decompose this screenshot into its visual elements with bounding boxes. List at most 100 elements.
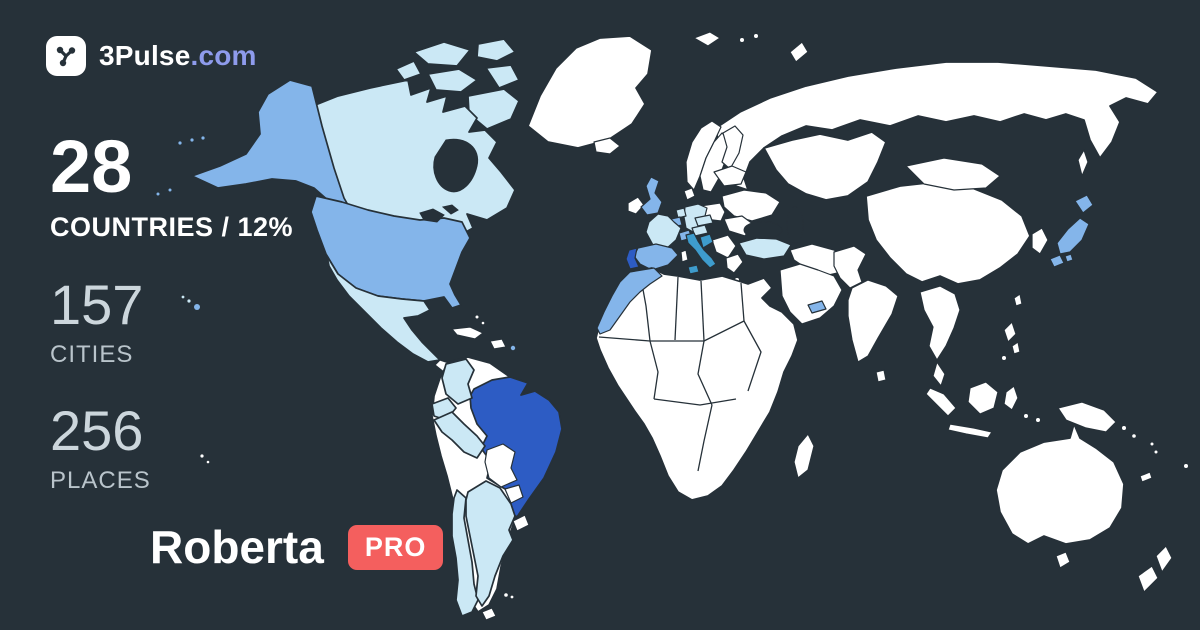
island-sumatra (925, 387, 957, 417)
country-russia (715, 61, 1159, 191)
country-philippines (1002, 321, 1021, 360)
region-malay (932, 361, 946, 387)
island-dot (200, 454, 204, 458)
country-uae (807, 300, 827, 314)
country-japan (1049, 194, 1094, 268)
brand-suffix: .com (190, 40, 257, 71)
island-tierra-del-fuego (481, 607, 497, 621)
island-dot (190, 138, 194, 142)
region-indochina (919, 285, 961, 361)
country-morocco (596, 267, 663, 335)
africa-internal-borders (598, 272, 762, 472)
island-dot (1024, 414, 1028, 418)
country-cuba (451, 326, 484, 340)
island-taiwan (1013, 293, 1023, 307)
country-south-korea (1031, 227, 1049, 255)
nz-north-island (1155, 545, 1173, 573)
country-brazil (469, 376, 563, 518)
cities-value: 157 (50, 273, 144, 336)
country-czechia (694, 214, 714, 227)
island-dot (168, 188, 172, 192)
region-central-asia (763, 131, 887, 201)
country-canada (413, 41, 471, 67)
island-svalbard (693, 31, 721, 47)
region-africa (595, 267, 799, 501)
country-peru (433, 411, 486, 459)
island (1003, 321, 1017, 343)
country-portugal (625, 247, 640, 270)
country-australia (995, 423, 1125, 545)
great-lakes (441, 204, 459, 215)
country-canada (427, 68, 478, 93)
cities-label: CITIES (50, 341, 134, 368)
island (1011, 341, 1021, 355)
region-eastern-europe (721, 189, 781, 222)
island-dot (1036, 418, 1040, 422)
pro-badge: PRO (347, 524, 444, 570)
country-turkey (738, 237, 792, 260)
country-chile (451, 489, 479, 617)
island-borneo (967, 381, 999, 415)
country-uruguay (512, 514, 530, 532)
black-sea (743, 221, 783, 239)
country-colombia (441, 358, 475, 405)
island-sri-lanka (875, 369, 887, 383)
places-value: 256 (50, 399, 144, 462)
country-uk (640, 176, 663, 216)
brand-logo[interactable]: 3Pulse.com (46, 36, 257, 76)
bering-islands (156, 136, 205, 196)
stat-cities: 157 CITIES (50, 277, 293, 369)
island-tasmania (1055, 551, 1071, 569)
stat-places: 256 PLACES (50, 403, 293, 495)
country-hawaii (194, 304, 200, 310)
island-honshu (1056, 217, 1090, 255)
country-canada (467, 88, 520, 130)
island-dot (481, 321, 485, 325)
country-netherlands (675, 207, 687, 219)
region-balkans (711, 234, 737, 259)
island-dot (1002, 356, 1006, 360)
country-denmark (683, 187, 696, 201)
region-baltics (713, 165, 747, 187)
countries-label: COUNTRIES / 12% (50, 212, 294, 242)
island-new-caledonia (1139, 471, 1153, 483)
country-finland (721, 125, 744, 170)
region-pakistan-afghanistan (833, 245, 867, 289)
brand-name: 3Pulse.com (99, 40, 257, 71)
great-lakes (419, 208, 445, 223)
island-dot (201, 136, 205, 140)
pulse-branch-icon (46, 36, 86, 76)
country-china (865, 181, 1031, 285)
island-sulawesi (1003, 385, 1019, 411)
island-dot (475, 315, 479, 319)
island-dot (1184, 464, 1188, 468)
island-dot (510, 595, 514, 599)
island-new-guinea (1057, 401, 1117, 433)
country-alaska (191, 79, 353, 219)
island-kyushu (1049, 254, 1065, 268)
island-java (947, 423, 993, 439)
user-row: Roberta PRO (150, 520, 444, 574)
user-name: Roberta (150, 521, 324, 573)
island-dot (740, 38, 744, 42)
country-india (847, 279, 899, 363)
country-mexico (326, 255, 441, 363)
stat-countries: 28 COUNTRIES / 12% (50, 130, 293, 243)
country-canada (395, 60, 422, 81)
island-dot (1154, 450, 1158, 454)
country-indonesia (925, 381, 1040, 439)
island-dot (1122, 426, 1126, 430)
hawaii-islands (181, 295, 200, 310)
island-caribbean-visited (510, 345, 516, 351)
country-spain (633, 243, 679, 271)
country-iceland (593, 137, 621, 155)
island-hokkaido (1074, 194, 1094, 214)
island-sardinia (680, 249, 689, 263)
country-italy (685, 232, 717, 269)
island-sicily (687, 264, 700, 275)
country-argentina (465, 480, 516, 607)
island-dot (754, 34, 758, 38)
country-canada (485, 64, 520, 89)
